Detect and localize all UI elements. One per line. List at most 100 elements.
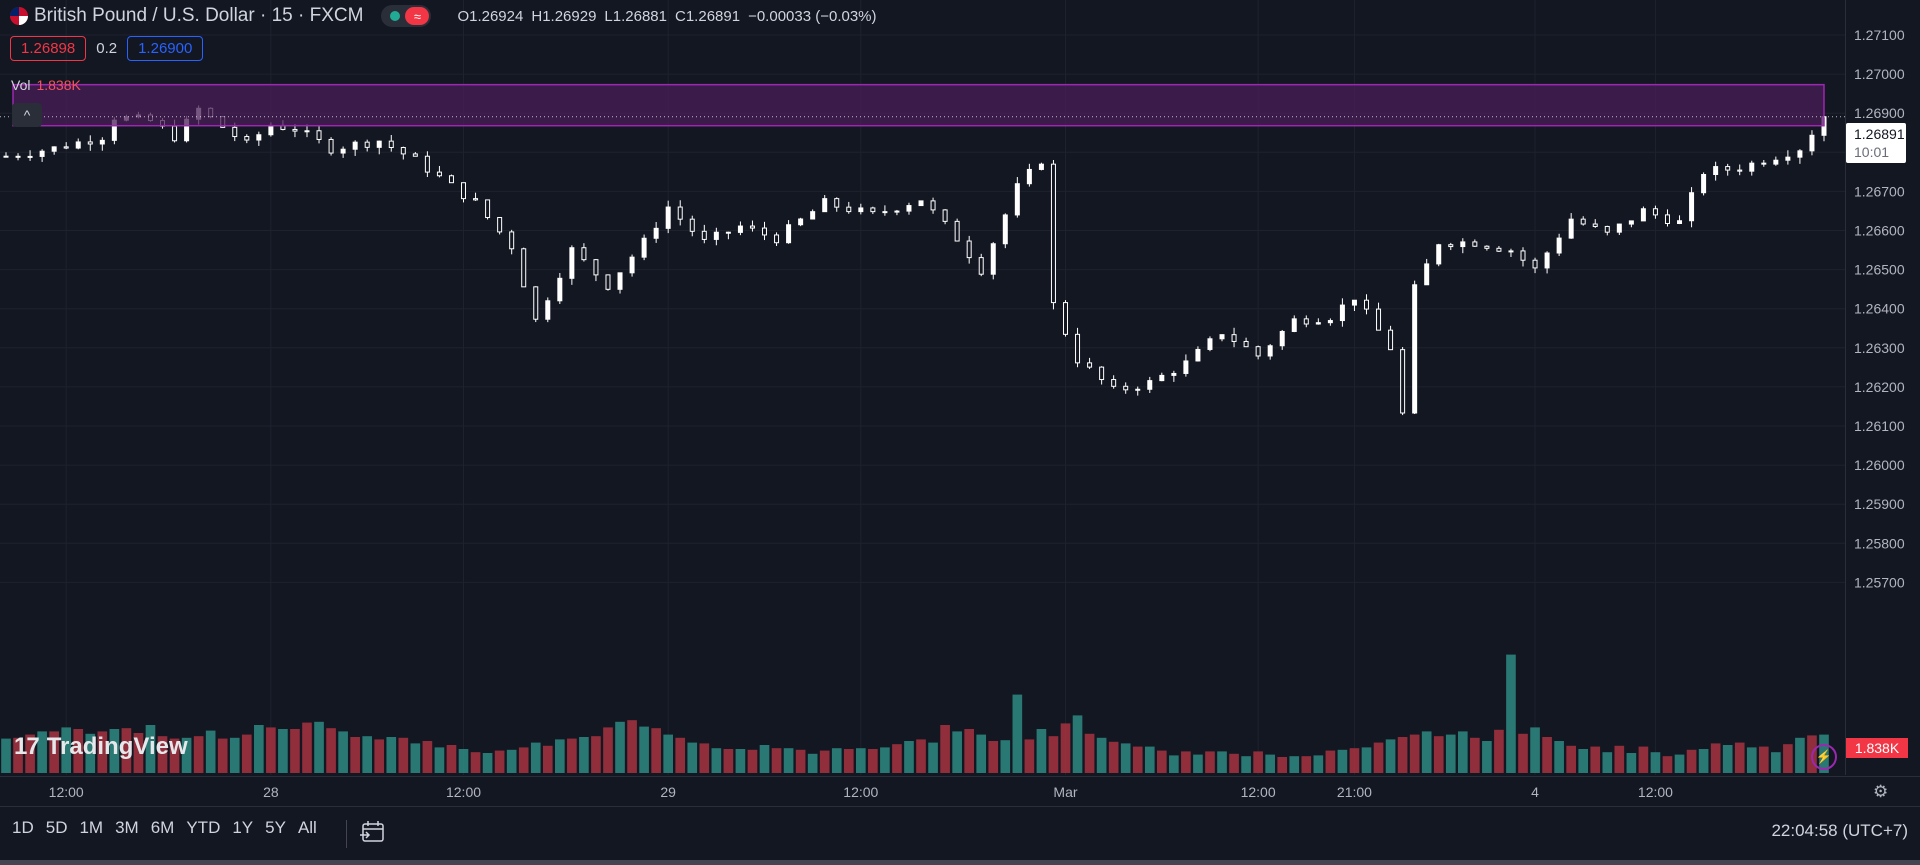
volume-bar bbox=[278, 729, 288, 773]
range-ytd-button[interactable]: YTD bbox=[186, 818, 221, 837]
candle-body bbox=[1219, 334, 1225, 340]
volume-bar bbox=[1313, 755, 1324, 773]
volume-bar bbox=[97, 731, 108, 773]
range-5d-button[interactable]: 5D bbox=[45, 818, 68, 837]
volume-bar bbox=[434, 747, 445, 773]
range-1d-button[interactable]: 1D bbox=[12, 818, 34, 837]
candle-body bbox=[400, 147, 406, 155]
candle-body bbox=[581, 247, 587, 261]
volume-bar bbox=[49, 731, 59, 773]
volume-bar bbox=[1746, 747, 1757, 773]
volume-bar bbox=[1169, 755, 1179, 773]
candle-body bbox=[1159, 374, 1165, 382]
candle-body bbox=[1123, 385, 1129, 391]
volume-bar bbox=[1, 738, 11, 773]
gear-icon[interactable]: ⚙ bbox=[1873, 782, 1889, 801]
range-1m-button[interactable]: 1M bbox=[79, 818, 104, 837]
volume-bar bbox=[37, 731, 47, 773]
candle-body bbox=[39, 150, 45, 157]
chevron-up-icon: ^ bbox=[23, 107, 31, 123]
volume-bar bbox=[1084, 733, 1095, 773]
price-tick-label: 1.26500 bbox=[1854, 262, 1905, 278]
time-axis[interactable]: 12:00 28 12:00 29 12:00 Mar 12:00 21:00 4 12:00 bbox=[0, 776, 1920, 807]
volume-bar bbox=[1349, 748, 1360, 773]
candle-body bbox=[1448, 244, 1454, 248]
volume-bar bbox=[494, 750, 505, 773]
volume-bar bbox=[1482, 741, 1492, 773]
volume-bar bbox=[1566, 745, 1576, 773]
volume-bar bbox=[386, 737, 397, 773]
candle-body bbox=[292, 128, 298, 132]
candle-body bbox=[1351, 299, 1357, 306]
volume-bar bbox=[482, 753, 493, 773]
candle-body bbox=[569, 247, 575, 279]
candle-body bbox=[328, 138, 334, 154]
candle-body bbox=[1279, 330, 1285, 347]
open-label: O bbox=[457, 7, 470, 25]
time-tick-label: 12:00 bbox=[49, 784, 84, 800]
candle-body bbox=[1628, 220, 1634, 225]
time-tick-label: 12:00 bbox=[1241, 784, 1276, 800]
chart-pane[interactable] bbox=[0, 0, 1845, 775]
candle-body bbox=[1496, 247, 1502, 252]
volume-bar bbox=[1638, 746, 1649, 773]
candle-body bbox=[1388, 329, 1394, 351]
chart-canvas[interactable] bbox=[0, 0, 1845, 775]
time-axis-labels: 12:00 28 12:00 29 12:00 Mar 12:00 21:00 4 12:00 bbox=[49, 784, 1673, 800]
volume-bar bbox=[542, 745, 553, 773]
low-label: L bbox=[604, 7, 613, 25]
change-value: −0.00033 (−0.03%) bbox=[748, 7, 877, 25]
candle-body bbox=[268, 124, 274, 136]
market-status-toggle[interactable]: ≈ bbox=[381, 5, 432, 27]
sell-price-button[interactable]: 1.26898 bbox=[10, 36, 87, 61]
volume-bar bbox=[362, 736, 373, 773]
session-clock[interactable]: 22:04:58 (UTC+7) bbox=[1771, 821, 1908, 840]
range-1y-button[interactable]: 1Y bbox=[232, 818, 254, 837]
candle-body bbox=[473, 198, 479, 201]
volume-bar bbox=[795, 749, 806, 773]
tradingview-logo[interactable]: 17 TradingView bbox=[14, 733, 188, 761]
candle-body bbox=[810, 211, 816, 220]
candle-body bbox=[557, 277, 563, 302]
buy-price-button[interactable]: 1.26900 bbox=[127, 36, 204, 61]
volume-bar bbox=[1795, 737, 1805, 773]
candle-body bbox=[713, 231, 719, 240]
candle-body bbox=[1207, 338, 1213, 350]
volume-bar bbox=[591, 736, 601, 773]
volume-bar bbox=[302, 722, 312, 773]
bottom-edge bbox=[0, 860, 1920, 865]
volume-bar bbox=[904, 741, 914, 773]
volume-bar bbox=[314, 721, 324, 773]
candle-body bbox=[1460, 241, 1466, 248]
candle-body bbox=[918, 200, 924, 207]
symbol-title[interactable]: British Pound / U.S. Dollar · 15 · FXCM bbox=[34, 5, 364, 26]
volume-bar bbox=[25, 734, 35, 773]
volume-bar bbox=[1229, 753, 1239, 773]
candle-body bbox=[665, 206, 671, 229]
price-axis-labels: 1.271001.270001.269001.268001.267001.266… bbox=[1854, 27, 1905, 590]
range-5y-button[interactable]: 5Y bbox=[265, 818, 286, 837]
volume-bar bbox=[1156, 750, 1167, 773]
collapse-legend-button[interactable]: ^ bbox=[12, 103, 42, 127]
range-all-button[interactable]: All bbox=[297, 818, 317, 837]
volume-bar bbox=[1181, 751, 1191, 773]
bar-countdown: 10:01 bbox=[1854, 144, 1890, 160]
range-3m-button[interactable]: 3M bbox=[115, 818, 139, 837]
ohlc-values: O1.26924 H1.26929 L1.26881 C1.26891 −0.0… bbox=[457, 8, 876, 25]
volume-bar bbox=[446, 745, 457, 773]
calendar-goto-icon[interactable] bbox=[360, 819, 386, 851]
flash-icon[interactable]: ⚡ bbox=[1811, 744, 1837, 770]
volume-bar bbox=[61, 727, 72, 773]
volume-bar bbox=[988, 741, 999, 773]
volume-bar bbox=[398, 737, 409, 773]
volume-bar bbox=[1698, 749, 1709, 773]
price-tick-label: 1.25700 bbox=[1854, 574, 1905, 590]
candle-body bbox=[75, 141, 81, 149]
volume-bar bbox=[13, 737, 23, 773]
range-6m-button[interactable]: 6M bbox=[150, 818, 175, 837]
price-axis[interactable]: 1.271001.270001.269001.268001.267001.266… bbox=[1845, 0, 1920, 775]
volume-bar bbox=[1325, 750, 1336, 773]
volume-bar bbox=[771, 748, 782, 773]
volume-bar bbox=[1542, 737, 1552, 773]
currency-flag-icon bbox=[10, 7, 28, 25]
